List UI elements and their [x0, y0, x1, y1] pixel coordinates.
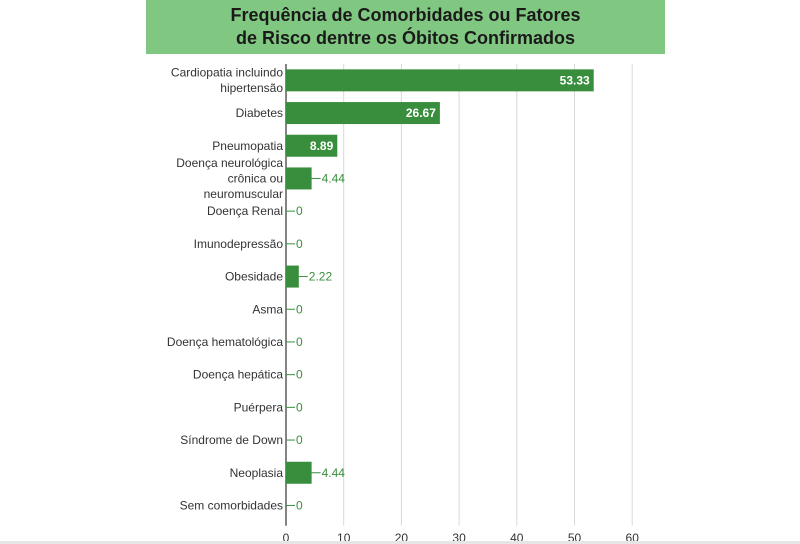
category-label: Diabetes: [236, 106, 283, 120]
data-label: 0: [296, 498, 303, 512]
category-label: hipertensão: [220, 81, 283, 95]
category-label: neuromuscular: [204, 187, 283, 201]
data-label: 0: [296, 302, 303, 316]
x-tick-label: 60: [626, 531, 640, 544]
bar: [286, 461, 312, 484]
category-label: Sem comorbidades: [180, 498, 283, 512]
bar: [286, 265, 299, 288]
category-label: Doença hepática: [193, 368, 283, 382]
data-label: 4.44: [322, 171, 346, 185]
category-label: Doença Renal: [207, 204, 283, 218]
x-tick-label: 40: [510, 531, 524, 544]
data-label: 8.89: [310, 139, 334, 153]
data-label: 0: [296, 335, 303, 349]
category-label: Puérpera: [234, 400, 284, 414]
category-label: Neoplasia: [230, 466, 284, 480]
category-label: Síndrome de Down: [180, 433, 283, 447]
category-label: Cardiopatia incluindo: [171, 66, 283, 80]
x-tick-label: 50: [568, 531, 582, 544]
category-label: Pneumopatia: [212, 139, 283, 153]
data-label: 0: [296, 433, 303, 447]
data-label: 26.67: [406, 106, 436, 120]
data-label: 4.44: [322, 466, 346, 480]
x-tick-label: 30: [452, 531, 466, 544]
category-label: Asma: [252, 302, 283, 316]
x-tick-label: 20: [395, 531, 409, 544]
category-label: crônica ou: [228, 171, 283, 185]
bottom-divider: [0, 541, 800, 544]
data-label: 0: [296, 237, 303, 251]
data-label: 53.33: [560, 73, 590, 87]
category-label: Obesidade: [225, 270, 283, 284]
bar: [286, 69, 594, 92]
category-label: Imunodepressão: [194, 237, 284, 251]
chart-title-line-1: Frequência de Comorbidades ou Fatores: [230, 5, 581, 25]
x-tick-label: 10: [337, 531, 351, 544]
chart-title-line-2: de Risco dentre os Óbitos Confirmados: [235, 28, 576, 48]
data-label: 0: [296, 204, 303, 218]
bar: [286, 167, 312, 190]
x-tick-label: 0: [283, 531, 290, 544]
category-label: Doença neurológica: [176, 156, 283, 170]
bar: [286, 134, 338, 157]
data-label: 0: [296, 400, 303, 414]
data-label: 0: [296, 368, 303, 382]
category-label: Doença hematológica: [167, 335, 283, 349]
title-banner: Frequência de Comorbidades ou Fatores de…: [146, 0, 665, 54]
data-label: 2.22: [309, 270, 333, 284]
bar: [286, 102, 440, 125]
